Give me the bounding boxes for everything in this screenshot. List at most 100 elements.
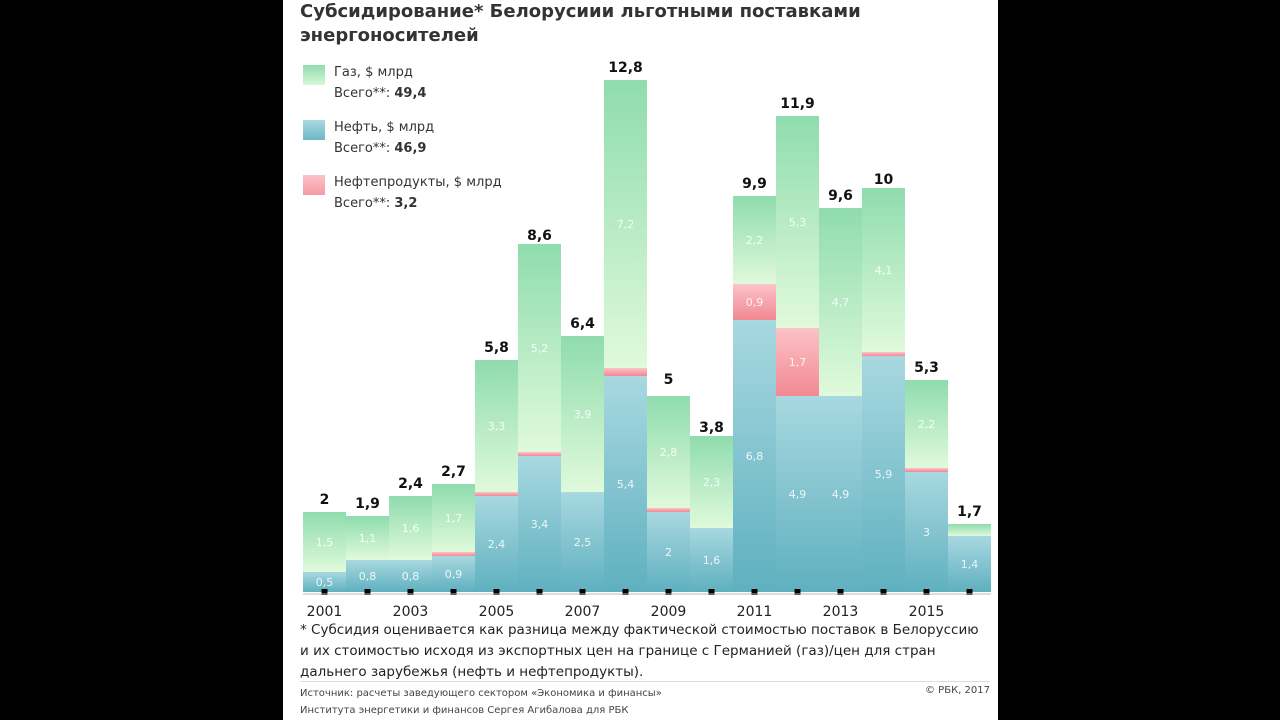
bar-segment-oil-products [647,508,690,512]
source-line: Источник: расчеты заведующего сектором «… [300,688,662,699]
bar-segment-oil [303,572,346,592]
bar-segment-gas [862,188,905,352]
legend-oil: Нефть, $ млрд Всего**: 46,9 [303,117,434,159]
legend-total: 46,9 [394,141,427,156]
segment-label: 2,2 [918,418,936,431]
year-tick-marker [450,589,457,595]
x-tick-label: 2003 [393,604,429,620]
bar-segment-oil [389,560,432,592]
total-label: 2,7 [441,464,466,480]
bar-segment-gas [733,196,776,284]
segment-label: 2,2 [746,234,764,247]
segment-label: 7,2 [617,218,635,231]
year-tick-marker [665,589,672,595]
bar-segment-oil-products [475,492,518,496]
legend-swatch-oil [303,120,325,140]
segment-label: 2 [665,546,672,559]
legend-total-label: Всего**: [334,86,391,101]
total-label: 8,6 [527,228,552,244]
bar-segment-gas [776,116,819,328]
segment-label: 2,3 [703,476,721,489]
total-label: 2 [320,492,330,508]
divider [300,681,990,682]
bar-segment-oil-products [432,552,475,556]
bar-segment-gas [647,396,690,508]
segment-label: 4,1 [875,264,893,277]
total-label: 6,4 [570,316,595,332]
year-tick-marker [837,589,844,595]
segment-label: 5,2 [531,342,549,355]
bar-segment-oil [948,536,991,592]
segment-label: 3,4 [531,518,549,531]
source-line: Института энергетики и финансов Сергея А… [300,705,629,716]
segment-label: 5,9 [875,468,893,481]
total-label: 1,7 [957,504,982,520]
total-label: 1,9 [355,496,380,512]
segment-label: 2,4 [488,538,506,551]
total-label: 2,4 [398,476,423,492]
bar-segment-gas [346,516,389,560]
total-label: 5,8 [484,340,509,356]
segment-label: 1,5 [316,536,334,549]
segment-label: 3,9 [574,408,592,421]
bar-segment-oil-products [776,328,819,396]
legend-oil-products: Нефтепродукты, $ млрд Всего**: 3,2 [303,172,502,214]
bar-segment-oil [862,356,905,592]
total-label: 11,9 [780,96,815,112]
legend-total-label: Всего**: [334,196,391,211]
segment-label: 4,7 [832,296,850,309]
bar-segment-oil [733,320,776,592]
year-tick-marker [622,589,629,595]
bar-segment-oil [432,556,475,592]
bar-segment-gas [518,244,561,452]
bar-segment-gas [432,484,475,552]
legend-total: 49,4 [394,86,427,101]
year-tick-marker [579,589,586,595]
legend-swatch-gas [303,65,325,85]
bar-segment-oil [518,456,561,592]
x-tick-label: 2011 [737,604,773,620]
segment-label: 0,9 [445,568,463,581]
legend-label: Газ, $ млрд [334,65,413,80]
segment-label: 2,5 [574,536,592,549]
bar-segment-oil-products [604,368,647,376]
bar-segment-gas [389,496,432,560]
total-label: 9,6 [828,188,853,204]
bar-segment-oil [819,396,862,592]
footnote: * Субсидия оценивается как разница между… [300,622,979,680]
bar-segment-oil [604,376,647,592]
segment-label: 0,5 [316,576,334,589]
year-tick-marker [751,589,758,595]
x-tick-label: 2007 [565,604,601,620]
year-tick-marker [407,589,414,595]
segment-label: 1,4 [961,558,979,571]
segment-label: 4,9 [832,488,850,501]
segment-label: 5,3 [789,216,807,229]
segment-label: 2,8 [660,446,678,459]
x-tick-label: 2013 [823,604,859,620]
segment-label: 3 [923,526,930,539]
x-tick-label: 2009 [651,604,687,620]
year-tick-marker [708,589,715,595]
segment-label: 1,6 [402,522,420,535]
bar-segment-oil [905,472,948,592]
legend-total-label: Всего**: [334,141,391,156]
legend-label: Нефтепродукты, $ млрд [334,175,502,190]
bar-segment-gas [905,380,948,468]
bar-segment-oil [776,396,819,592]
total-label: 5 [664,372,674,388]
year-tick-marker [493,589,500,595]
chart-title: Субсидирование* Белорусиии льготными пос… [300,1,861,46]
total-label: 12,8 [608,60,643,76]
bar-segment-gas [561,336,604,492]
segment-label: 4,9 [789,488,807,501]
segment-label: 1,7 [789,356,807,369]
bar-segment-gas [819,208,862,396]
year-tick-marker [966,589,973,595]
bar-segment-gas [690,436,733,528]
bar-segment-oil [647,512,690,592]
year-tick-marker [794,589,801,595]
segment-label: 1,6 [703,554,721,567]
segment-label: 1,7 [445,512,463,525]
legend-swatch-oil-products [303,175,325,195]
